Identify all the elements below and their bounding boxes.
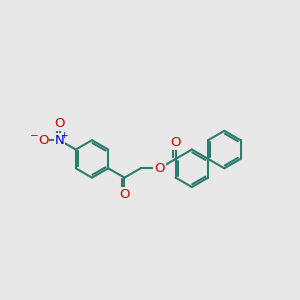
Text: O: O — [170, 136, 181, 149]
Text: −: − — [30, 131, 38, 141]
Text: N: N — [55, 134, 64, 147]
Text: O: O — [154, 162, 165, 175]
Text: O: O — [119, 188, 130, 201]
Text: +: + — [60, 131, 68, 140]
Text: O: O — [38, 134, 48, 147]
Text: O: O — [54, 117, 65, 130]
